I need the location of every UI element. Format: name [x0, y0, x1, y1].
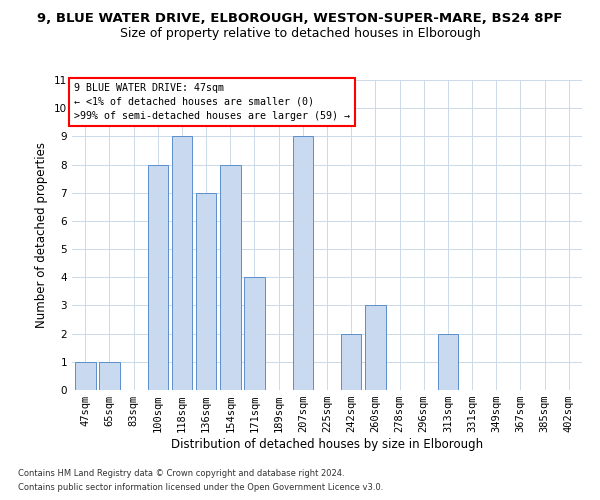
Bar	[293, 136, 313, 390]
Bar	[148, 164, 168, 390]
Bar	[99, 362, 120, 390]
Bar	[365, 306, 386, 390]
Bar	[341, 334, 361, 390]
Text: Contains public sector information licensed under the Open Government Licence v3: Contains public sector information licen…	[18, 484, 383, 492]
Text: Size of property relative to detached houses in Elborough: Size of property relative to detached ho…	[119, 28, 481, 40]
Text: Contains HM Land Registry data © Crown copyright and database right 2024.: Contains HM Land Registry data © Crown c…	[18, 468, 344, 477]
Bar	[220, 164, 241, 390]
Text: 9, BLUE WATER DRIVE, ELBOROUGH, WESTON-SUPER-MARE, BS24 8PF: 9, BLUE WATER DRIVE, ELBOROUGH, WESTON-S…	[37, 12, 563, 26]
Bar	[437, 334, 458, 390]
Text: 9 BLUE WATER DRIVE: 47sqm
← <1% of detached houses are smaller (0)
>99% of semi-: 9 BLUE WATER DRIVE: 47sqm ← <1% of detac…	[74, 83, 350, 121]
Bar	[244, 278, 265, 390]
Y-axis label: Number of detached properties: Number of detached properties	[35, 142, 49, 328]
Bar	[75, 362, 95, 390]
Bar	[196, 192, 217, 390]
Bar	[172, 136, 192, 390]
X-axis label: Distribution of detached houses by size in Elborough: Distribution of detached houses by size …	[171, 438, 483, 451]
